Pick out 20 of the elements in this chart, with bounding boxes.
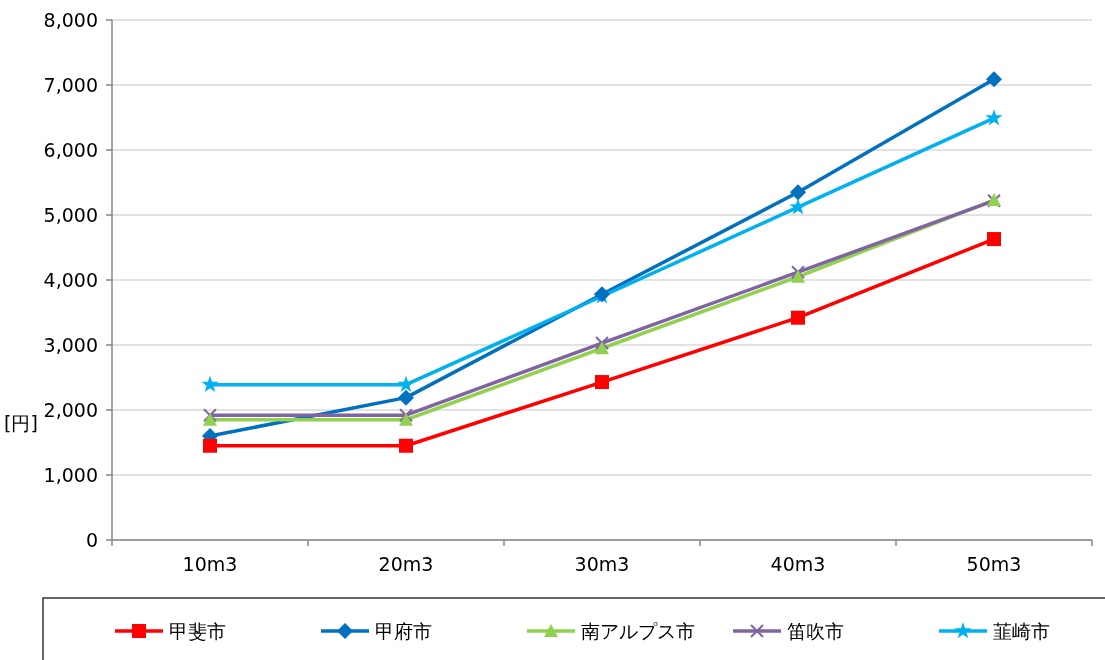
y-tick-label: 7,000 [43, 74, 98, 96]
y-axis-title: [円] [4, 412, 38, 434]
legend-label: 甲斐市 [169, 620, 226, 642]
y-tick-label: 3,000 [43, 334, 98, 356]
legend-label: 韮崎市 [993, 620, 1050, 642]
y-tick-label: 0 [85, 529, 98, 551]
y-tick-label: 1,000 [43, 464, 98, 486]
x-tick-label: 10m3 [182, 553, 238, 575]
x-tick-label: 20m3 [378, 553, 434, 575]
legend-label: 南アルプス市 [581, 620, 695, 642]
x-tick-label: 40m3 [770, 553, 826, 575]
y-tick-label: 5,000 [43, 204, 98, 226]
legend-label: 甲府市 [375, 620, 432, 642]
y-tick-label: 4,000 [43, 269, 98, 291]
y-tick-label: 8,000 [43, 9, 98, 31]
y-tick-label: 6,000 [43, 139, 98, 161]
y-tick-label: 2,000 [43, 399, 98, 421]
legend-label: 笛吹市 [787, 620, 844, 642]
x-tick-label: 50m3 [966, 553, 1022, 575]
x-tick-label: 30m3 [574, 553, 630, 575]
